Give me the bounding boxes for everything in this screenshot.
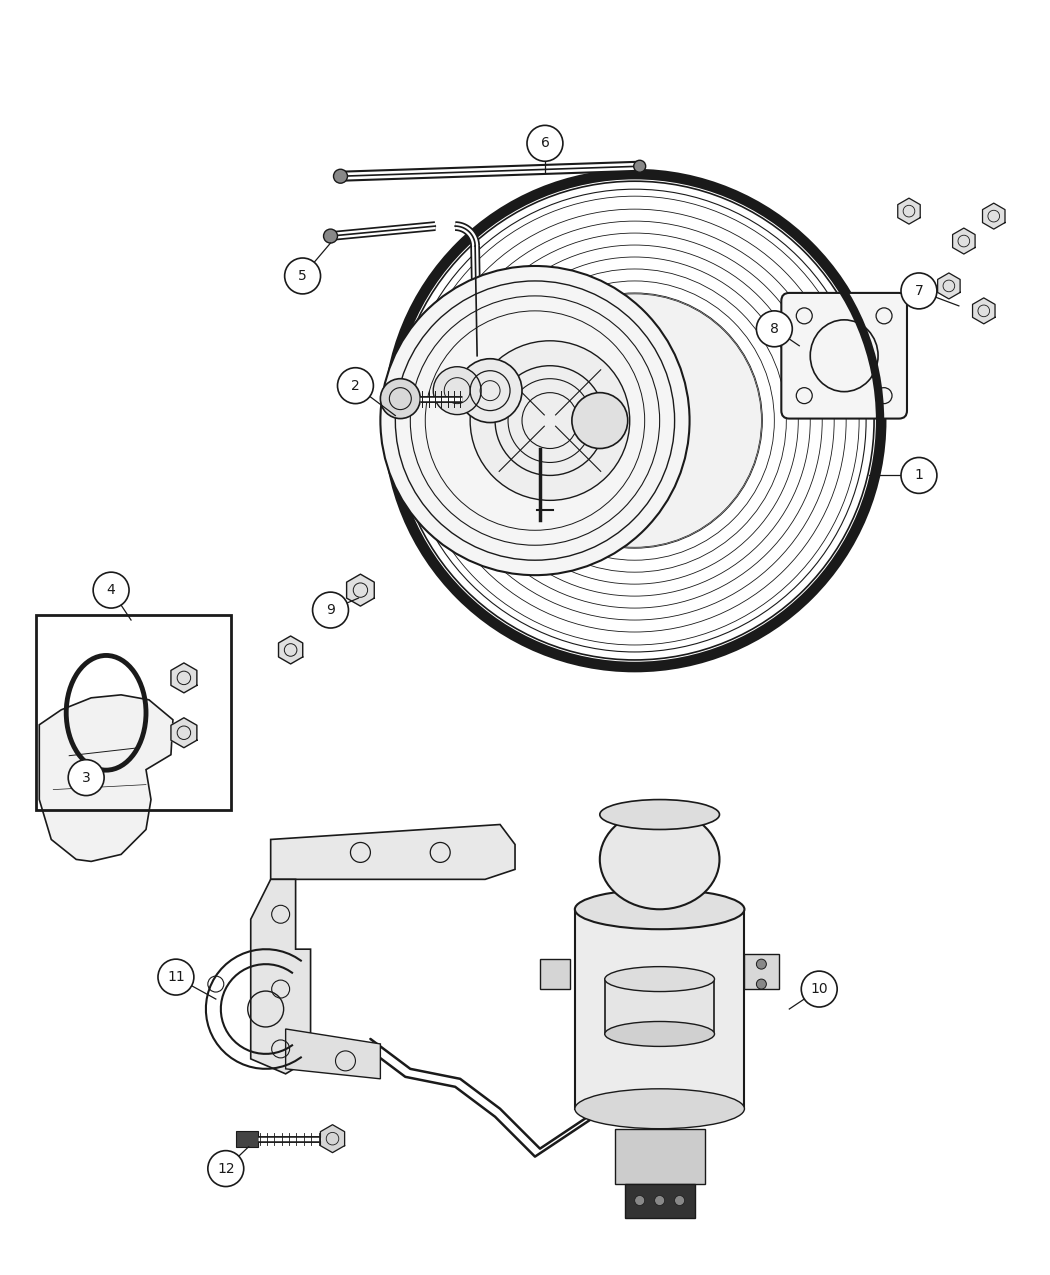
Circle shape <box>323 230 337 244</box>
Circle shape <box>527 125 563 161</box>
Bar <box>625 1183 694 1219</box>
Circle shape <box>756 959 766 969</box>
Bar <box>574 909 744 1109</box>
Polygon shape <box>346 574 374 606</box>
Circle shape <box>458 358 522 422</box>
Circle shape <box>901 273 937 309</box>
Text: 11: 11 <box>167 970 185 984</box>
Circle shape <box>158 959 194 994</box>
Circle shape <box>334 170 348 184</box>
Circle shape <box>337 367 374 404</box>
Polygon shape <box>171 718 196 747</box>
Circle shape <box>508 295 761 547</box>
Circle shape <box>434 367 481 414</box>
Bar <box>236 1131 257 1146</box>
Ellipse shape <box>600 799 719 830</box>
Circle shape <box>901 458 937 493</box>
Text: 4: 4 <box>107 583 116 597</box>
Ellipse shape <box>605 966 714 992</box>
Polygon shape <box>271 825 516 880</box>
Text: 9: 9 <box>327 603 335 617</box>
Polygon shape <box>898 198 920 224</box>
Circle shape <box>470 340 630 500</box>
Ellipse shape <box>574 1089 744 1128</box>
Bar <box>744 954 779 989</box>
Polygon shape <box>972 298 995 324</box>
Ellipse shape <box>605 1021 714 1047</box>
Text: 3: 3 <box>82 770 90 784</box>
Circle shape <box>313 592 349 629</box>
Bar <box>614 1128 705 1183</box>
Text: 5: 5 <box>298 269 307 283</box>
Circle shape <box>634 161 646 172</box>
Circle shape <box>634 1196 645 1205</box>
Text: 10: 10 <box>811 982 828 996</box>
Circle shape <box>380 379 420 418</box>
FancyBboxPatch shape <box>781 293 907 418</box>
Polygon shape <box>171 663 196 692</box>
Circle shape <box>654 1196 665 1205</box>
Polygon shape <box>39 695 173 862</box>
Bar <box>37 615 231 810</box>
Text: 12: 12 <box>217 1162 234 1176</box>
Text: 6: 6 <box>541 136 549 150</box>
Polygon shape <box>938 273 960 298</box>
Circle shape <box>380 266 690 575</box>
Polygon shape <box>952 228 975 254</box>
Text: 2: 2 <box>351 379 360 393</box>
Circle shape <box>208 1150 244 1187</box>
Circle shape <box>674 1196 685 1205</box>
Polygon shape <box>286 1029 380 1079</box>
Polygon shape <box>278 636 302 664</box>
Circle shape <box>801 972 837 1007</box>
Bar <box>540 959 570 989</box>
Circle shape <box>68 760 104 796</box>
Polygon shape <box>251 880 311 1074</box>
Polygon shape <box>983 203 1005 229</box>
Text: 1: 1 <box>915 468 923 482</box>
Polygon shape <box>320 1125 344 1153</box>
Ellipse shape <box>600 810 719 909</box>
Circle shape <box>93 572 129 608</box>
Circle shape <box>285 258 320 295</box>
Text: 8: 8 <box>770 321 779 335</box>
Circle shape <box>756 311 793 347</box>
Circle shape <box>756 979 766 989</box>
Ellipse shape <box>574 890 744 929</box>
Bar <box>605 979 714 1034</box>
Text: 7: 7 <box>915 284 923 298</box>
Circle shape <box>572 393 628 449</box>
